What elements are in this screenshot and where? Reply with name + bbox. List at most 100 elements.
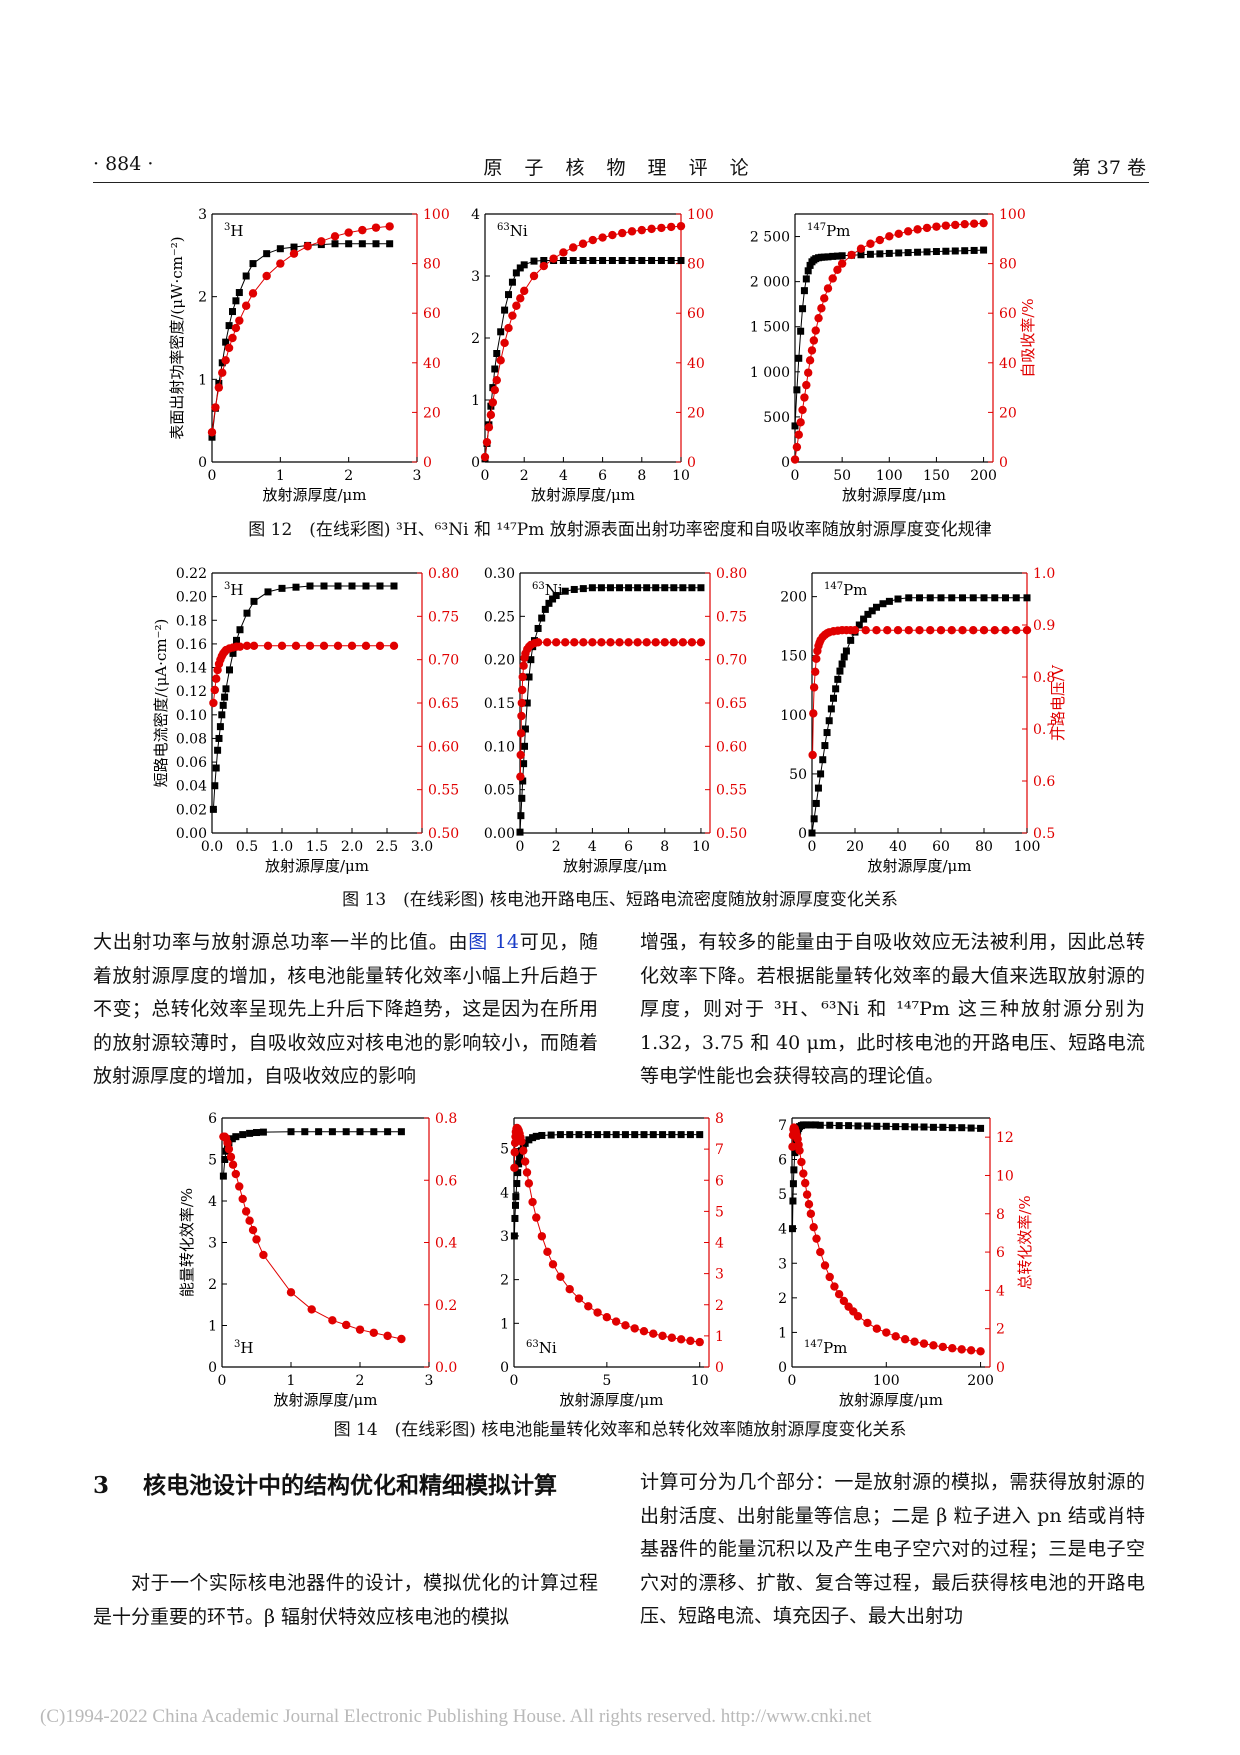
fig12-147Pm-series-0-point [799,305,807,313]
fig12-147Pm-series-1-point [790,455,800,464]
fig13-63Ni-series-0-point [521,742,529,750]
fig12-147Pm-series-1-point [802,380,811,390]
fig13-3H-y-tick-label: 0.14 [176,661,207,677]
fig12-147Pm-y-tick-label: 2 000 [750,275,790,291]
fig14-63Ni-series-0-point [529,1134,537,1142]
fig12-147Pm-series-1-line [794,222,984,460]
fig13-147Pm-series-1-point [1012,626,1021,635]
fig13-147Pm-y-tick-label: 100 [780,708,807,724]
fig14-147Pm-series-1-point [797,1157,806,1167]
fig12-63Ni-y2-tick-label: 60 [687,306,705,322]
fig13-3H-series-1-line [212,645,394,704]
fig14-3H-y2-tick-label: 0.6 [435,1173,457,1189]
fig14-3H-series-0-point [253,1129,260,1137]
fig13-147Pm-x-tick-label: 100 [1014,839,1041,855]
fig12-3H-isotope-symbol: H [230,222,243,240]
fig13-63Ni-series-0-point [606,584,614,592]
fig12-63Ni-series-1-point [588,235,597,245]
fig14-63Ni-y2-tick-label: 4 [715,1236,724,1252]
fig13-63Ni-series-1-point [687,638,697,647]
fig13-3H-series-1-point [249,641,259,650]
fig14-147Pm-series-0-point [873,1122,881,1130]
fig13-3H-isotope-label: 3H [224,581,243,599]
fig13-147Pm-series-0-point [959,594,966,602]
figure-14-link[interactable]: 图 14 [468,931,519,953]
page-number: · 884 · [93,153,154,175]
fig12-3H-series-0-point [345,240,353,248]
fig12-3H-series-1-point [385,222,394,231]
fig13-3H-series-0-point [334,582,342,590]
volume-label: 第 37 卷 [1071,157,1146,179]
fig14-3H-series-0-point [397,1128,405,1136]
fig14-3H-isotope-symbol: H [240,1339,253,1357]
fig14-63Ni-y2-tick-label: 2 [715,1298,724,1314]
fig14-147Pm-series-0-point [812,1121,820,1129]
fig12-147Pm-series-0-point [802,275,810,283]
fig13-147Pm-series-0-point [855,621,863,629]
fig14-3H-series-1-point [369,1328,378,1337]
fig12-3H-y2-tick-label: 40 [423,356,441,372]
fig12-63Ni-x-label: 放射源厚度/μm [531,486,635,504]
fig13-63Ni-series-1-point [518,672,527,682]
fig12-63Ni-y2-tick-label: 40 [687,356,705,372]
fig14-147Pm-series-1-point [976,1347,985,1356]
fig13-147Pm-series-0-point [827,705,835,713]
fig12-63Ni-y2-tick-label: 80 [687,257,705,273]
fig12-3H-series-1-point [330,232,340,241]
fig14-3H-y-tick-label: 4 [208,1194,217,1210]
fig13-63Ni-series-1-point [516,750,525,760]
fig12-147Pm-y2-label: 自吸收率/% [1019,298,1037,377]
fig12-63Ni-isotope-mass: 63 [497,222,510,233]
fig13-147Pm-series-1-point [812,654,821,663]
figure-14-caption: 图 14 (在线彩图) 核电池能量转化效率和总转化效率随放射源厚度变化关系 [333,1420,907,1440]
fig14-147Pm-series-1-point [863,1318,872,1328]
fig13-147Pm-series-1-point [990,626,999,635]
fig13-3H-series-1-point [319,641,329,650]
fig14-3H-series-1-point [248,1225,258,1235]
fig14-63Ni-series-0-point [513,1180,521,1188]
fig13-3H-series-0-point [216,723,224,731]
fig13-147Pm-x-label: 放射源厚度/μm [867,857,971,875]
fig12-63Ni-series-0-point [579,257,587,264]
fig13-3H-y-label: 短路电流密度/(μA·cm⁻²) [152,619,170,788]
fig14-3H-series-0-line [222,1131,402,1177]
fig13-63Ni-chart: 0 2 4 6 8 10 0.00 0.05 0.10 0.15 0.20 0.25 0.30 0.50 0… [484,566,747,875]
journal-title: 原 子 核 物 理 评 论 [483,157,757,179]
fig13-3H-y-tick-label: 0.06 [176,755,207,771]
fig12-3H-series-1-point [358,225,367,235]
fig13-63Ni-y2-tick-label: 0.75 [716,609,747,625]
fig12-147Pm-series-1-point [823,284,833,293]
fig13-3H-x-tick-label: 1.5 [306,839,328,855]
fig12-147Pm-series-0-point [914,248,922,256]
fig14-3H-y-tick-label: 5 [208,1153,217,1169]
fig13-3H-series-1-point [305,641,315,650]
fig14-63Ni-isotope-mass: 63 [526,1339,539,1350]
fig13-63Ni-series-0-point [688,584,696,592]
fig12-147Pm-x-tick-label: 150 [923,468,950,484]
fig12-3H-series-0-point [218,359,226,367]
fig12-3H-series-0-point [208,433,216,441]
fig13-3H-series-0-point [348,582,356,590]
fig13-147Pm-series-1-point [811,667,820,676]
fig12-63Ni-series-1-point [608,230,617,240]
fig14-63Ni-series-1-point [676,1335,686,1344]
fig14-147Pm-series-0-point [948,1124,956,1132]
fig14-63Ni-y-tick-label: 4 [500,1185,509,1201]
fig14-63Ni-series-1-point [565,1284,574,1294]
fig12-63Ni-series-1-point [486,410,496,420]
fig12-3H-series-0-point [242,272,250,280]
fig13-63Ni-series-0-point [643,584,651,592]
fig12-63Ni-series-1-point [627,227,637,236]
fig13-3H-y-tick-label: 0.16 [176,637,207,653]
fig14-147Pm-y-tick-label: 2 [778,1291,787,1307]
fig13-63Ni-series-0-point [634,584,642,592]
fig12-3H-y-tick-label: 3 [198,207,207,223]
body-text-right: 增强，有较多的能量由于自吸收效应无法被利用，因此总转化效率下降。若根据能量转化效… [640,931,1145,1087]
fig13-147Pm-x-tick-label: 40 [889,839,907,855]
fig14-147Pm-series-0-point [863,1122,871,1130]
fig13-63Ni-series-0-point [527,656,535,664]
fig12-147Pm-y-tick-label: 0 [781,455,790,471]
fig13-63Ni-series-0-point [652,584,660,592]
fig13-3H-y-tick-label: 0.08 [176,731,207,747]
fig14-3H-series-1-point [286,1288,296,1297]
